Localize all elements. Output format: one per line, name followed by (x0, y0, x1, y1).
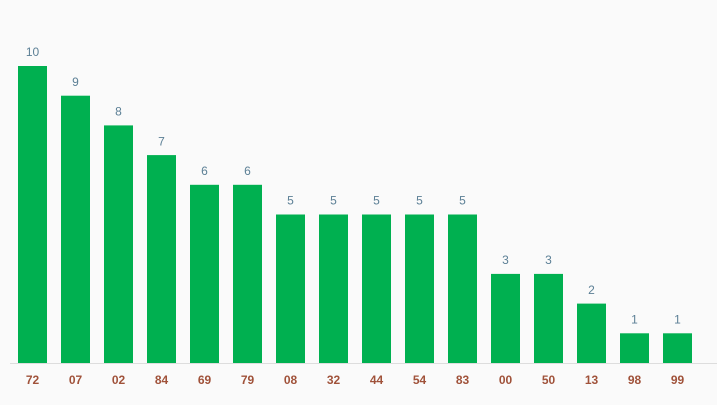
value-label: 8 (115, 105, 122, 119)
bar (104, 125, 133, 364)
x-tick-label: 83 (456, 373, 470, 387)
value-label: 3 (545, 253, 552, 267)
x-tick-label: 99 (671, 373, 685, 387)
bar (620, 333, 649, 363)
value-label: 1 (631, 312, 638, 326)
x-tick-label: 98 (628, 373, 642, 387)
value-label: 3 (502, 253, 509, 267)
value-label: 1 (674, 312, 681, 326)
x-tick-label: 02 (112, 373, 126, 387)
value-label: 9 (72, 75, 79, 89)
bar (362, 214, 391, 363)
bar (663, 333, 692, 363)
value-label: 6 (201, 164, 208, 178)
bar (190, 184, 219, 363)
x-tick-label: 08 (284, 373, 298, 387)
bar (61, 95, 90, 363)
x-tick-label: 44 (370, 373, 384, 387)
bar (233, 184, 262, 363)
x-tick-label: 32 (327, 373, 341, 387)
value-label: 7 (158, 134, 165, 148)
bar (405, 214, 434, 363)
value-label: 5 (373, 194, 380, 208)
value-label: 5 (287, 194, 294, 208)
bar (319, 214, 348, 363)
value-label: 6 (244, 164, 251, 178)
x-tick-label: 50 (542, 373, 556, 387)
bar (491, 273, 520, 363)
x-tick-label: 07 (69, 373, 83, 387)
x-tick-label: 79 (241, 373, 255, 387)
bar (276, 214, 305, 363)
value-label: 10 (26, 45, 40, 59)
x-tick-label: 72 (26, 373, 40, 387)
bar (147, 155, 176, 363)
value-label: 2 (588, 283, 595, 297)
x-tick-label: 54 (413, 373, 427, 387)
bar (18, 66, 47, 363)
value-label: 5 (416, 194, 423, 208)
x-tick-label: 69 (198, 373, 212, 387)
value-label: 5 (459, 194, 466, 208)
x-tick-label: 00 (499, 373, 513, 387)
x-tick-label: 13 (585, 373, 599, 387)
bar (448, 214, 477, 363)
value-label: 5 (330, 194, 337, 208)
bar (534, 273, 563, 363)
bar (577, 303, 606, 363)
x-tick-label: 84 (155, 373, 169, 387)
